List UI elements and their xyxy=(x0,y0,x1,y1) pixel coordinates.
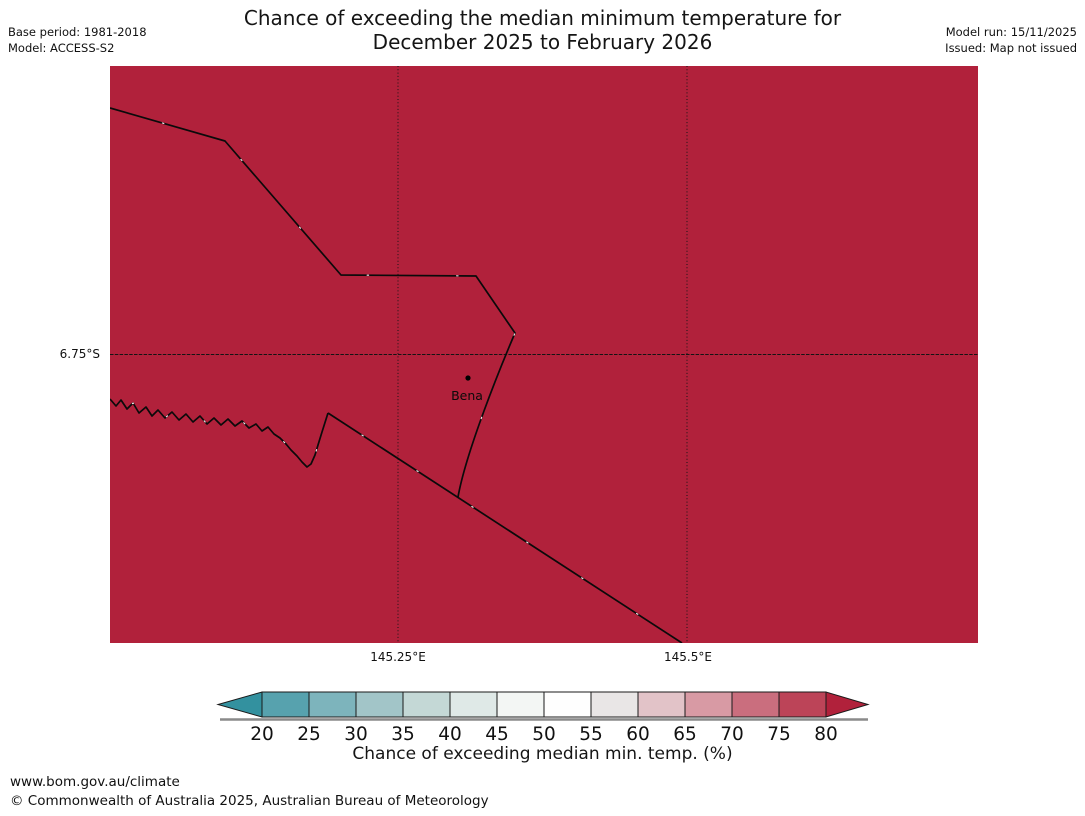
model-label: Model: ACCESS-S2 xyxy=(8,41,115,55)
colorbar-segment xyxy=(543,691,592,718)
bena-label: Bena xyxy=(451,388,483,403)
colorbar-tick-label: 25 xyxy=(297,724,321,745)
colorbar-segment xyxy=(637,691,686,718)
colorbar-tick-label: 40 xyxy=(438,724,462,745)
colorbar-segment xyxy=(261,691,310,718)
colorbar-tick-labels: 20 25 30 35 40 45 50 55 60 65 70 75 80 xyxy=(250,724,838,745)
colorbar: 20 25 30 35 40 45 50 55 60 65 70 75 80 xyxy=(216,691,870,745)
footer-url: www.bom.gov.au/climate xyxy=(10,774,180,790)
map-title-line1: Chance of exceeding the median minimum t… xyxy=(243,6,842,30)
colorbar-segment xyxy=(778,691,827,718)
colorbar-segment xyxy=(731,691,780,718)
colorbar-caption: Chance of exceeding median min. temp. (%… xyxy=(352,744,733,764)
issued-label: Issued: Map not issued xyxy=(945,41,1077,55)
bena-marker-icon xyxy=(465,375,471,381)
longitude-axis-label-1: 145.25°E xyxy=(370,650,426,664)
map-title: Chance of exceeding the median minimum t… xyxy=(0,6,1085,54)
colorbar-tick-label: 55 xyxy=(579,724,603,745)
border-diagonal-line xyxy=(327,412,683,643)
colorbar-segment xyxy=(496,691,545,718)
base-period-label: Base period: 1981-2018 xyxy=(8,25,147,39)
river-line xyxy=(110,398,329,468)
colorbar-tick-label: 70 xyxy=(720,724,744,745)
latitude-axis-label: 6.75°S xyxy=(59,347,100,361)
colorbar-tick-label: 60 xyxy=(626,724,650,745)
colorbar-right-arrow-icon xyxy=(825,691,870,718)
region-boundary-line xyxy=(110,107,516,498)
colorbar-tick-label: 65 xyxy=(673,724,697,745)
colorbar-segment xyxy=(684,691,733,718)
colorbar-segment xyxy=(355,691,404,718)
map-title-line2: December 2025 to February 2026 xyxy=(372,30,713,54)
colorbar-tick-label: 50 xyxy=(532,724,556,745)
colorbar-tick-label: 80 xyxy=(814,724,838,745)
colorbar-segments xyxy=(261,691,827,718)
colorbar-segment xyxy=(308,691,357,718)
colorbar-tick-label: 75 xyxy=(767,724,791,745)
colorbar-left-arrow-icon xyxy=(216,691,263,718)
longitude-axis-label-2: 145.5°E xyxy=(664,650,712,664)
colorbar-segment xyxy=(402,691,451,718)
model-info-block: Base period: 1981-2018 Model: ACCESS-S2 xyxy=(8,24,147,56)
colorbar-tick-label: 20 xyxy=(250,724,274,745)
colorbar-segment xyxy=(590,691,639,718)
run-info-block: Model run: 15/11/2025 Issued: Map not is… xyxy=(945,24,1077,56)
colorbar-segment xyxy=(449,691,498,718)
model-run-label: Model run: 15/11/2025 xyxy=(945,25,1077,39)
footer-copyright: © Commonwealth of Australia 2025, Austra… xyxy=(10,793,489,809)
colorbar-tick-label: 45 xyxy=(485,724,509,745)
colorbar-tick-label: 35 xyxy=(391,724,415,745)
map-canvas: Bena xyxy=(110,66,978,643)
colorbar-tick-label: 30 xyxy=(344,724,368,745)
